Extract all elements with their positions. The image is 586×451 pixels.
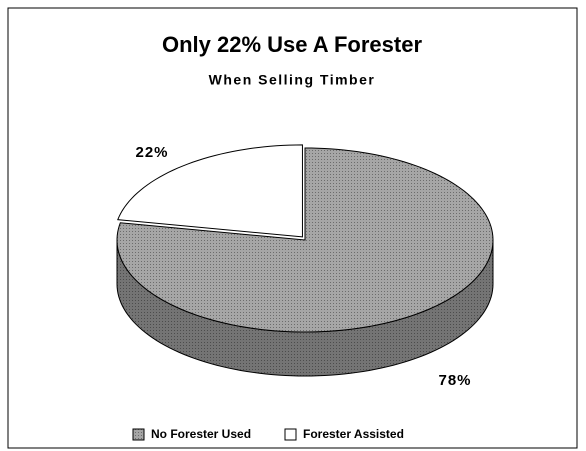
pie-slice xyxy=(117,144,303,238)
legend-label: Forester Assisted xyxy=(303,427,404,441)
chart-title: Only 22% Use A Forester xyxy=(162,32,422,57)
data-label: 78% xyxy=(438,372,471,389)
legend-swatch-texture xyxy=(133,429,144,440)
legend-swatch xyxy=(284,428,297,441)
chart-subtitle: When Selling Timber xyxy=(209,72,376,88)
data-label: 22% xyxy=(135,144,168,161)
pie-slice-texture xyxy=(117,148,494,332)
pie-side-texture xyxy=(117,240,493,376)
legend-label: No Forester Used xyxy=(151,427,251,441)
